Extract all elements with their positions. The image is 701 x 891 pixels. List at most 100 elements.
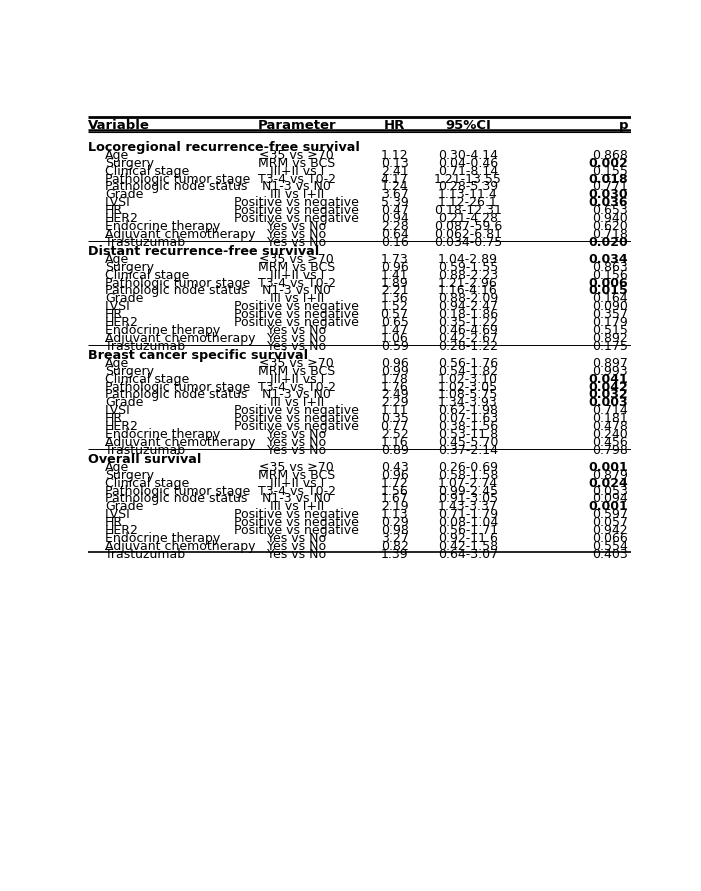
Text: 0.357: 0.357	[592, 308, 628, 321]
Text: 0.179: 0.179	[592, 316, 628, 329]
Text: 0.181: 0.181	[592, 413, 628, 425]
Text: ≤35 vs ≥70: ≤35 vs ≥70	[259, 461, 334, 474]
Text: 0.164: 0.164	[592, 292, 628, 306]
Text: Yes vs No: Yes vs No	[267, 532, 327, 545]
Text: Grade: Grade	[105, 292, 144, 306]
Text: Positive vs negative: Positive vs negative	[234, 413, 359, 425]
Text: 0.597: 0.597	[592, 508, 628, 521]
Text: 1.13: 1.13	[381, 508, 409, 521]
Text: Adjuvant chemotherapy: Adjuvant chemotherapy	[105, 331, 255, 345]
Text: HER2: HER2	[105, 316, 139, 329]
Text: Clinical stage: Clinical stage	[105, 372, 189, 386]
Text: Pathologic tumor stage: Pathologic tumor stage	[105, 276, 250, 290]
Text: 0.175: 0.175	[592, 339, 628, 353]
Text: 1.76: 1.76	[381, 380, 409, 394]
Text: 1.11: 1.11	[381, 405, 409, 417]
Text: 0.53-11.8: 0.53-11.8	[438, 428, 498, 441]
Text: 0.515: 0.515	[592, 324, 628, 337]
Text: 0.99-2.45: 0.99-2.45	[438, 485, 498, 497]
Text: 0.45-5.70: 0.45-5.70	[437, 436, 498, 449]
Text: 0.88-2.09: 0.88-2.09	[438, 292, 498, 306]
Text: 95%CI: 95%CI	[445, 119, 491, 132]
Text: ≤35 vs ≥70: ≤35 vs ≥70	[259, 253, 334, 266]
Text: 0.155: 0.155	[592, 165, 628, 177]
Text: 1.21-2.96: 1.21-2.96	[438, 276, 498, 290]
Text: Parameter: Parameter	[257, 119, 336, 132]
Text: Yes vs No: Yes vs No	[267, 339, 327, 353]
Text: Trastuzumab: Trastuzumab	[105, 548, 185, 560]
Text: Age: Age	[105, 149, 129, 162]
Text: III vs I+II: III vs I+II	[270, 188, 324, 201]
Text: 2.28: 2.28	[381, 220, 409, 233]
Text: Yes vs No: Yes vs No	[267, 540, 327, 552]
Text: Positive vs negative: Positive vs negative	[234, 524, 359, 537]
Text: Trastuzumab: Trastuzumab	[105, 236, 185, 249]
Text: 0.56-1.71: 0.56-1.71	[438, 524, 498, 537]
Text: 0.001: 0.001	[588, 501, 628, 513]
Text: 1.89: 1.89	[381, 276, 409, 290]
Text: Pathologic node status: Pathologic node status	[105, 181, 247, 193]
Text: Positive vs negative: Positive vs negative	[234, 420, 359, 433]
Text: 0.98: 0.98	[381, 524, 409, 537]
Text: 0.002: 0.002	[588, 157, 628, 170]
Text: III+II vs I: III+II vs I	[270, 165, 324, 177]
Text: HR: HR	[105, 413, 123, 425]
Text: 2.49: 2.49	[381, 388, 409, 402]
Text: 1.24: 1.24	[381, 181, 409, 193]
Text: 0.64: 0.64	[381, 228, 409, 241]
Text: LVSI: LVSI	[105, 196, 131, 209]
Text: 1.21-13.55: 1.21-13.55	[434, 173, 502, 185]
Text: 0.090: 0.090	[592, 300, 628, 314]
Text: 0.96: 0.96	[381, 357, 409, 370]
Text: 1.47: 1.47	[381, 324, 409, 337]
Text: T3-4 vs T0-2: T3-4 vs T0-2	[258, 173, 336, 185]
Text: 0.034-0.75: 0.034-0.75	[434, 236, 502, 249]
Text: 1.13-11.4: 1.13-11.4	[438, 188, 498, 201]
Text: 2.29: 2.29	[381, 396, 409, 409]
Text: 1.39: 1.39	[381, 548, 409, 560]
Text: 1.56: 1.56	[381, 485, 409, 497]
Text: Grade: Grade	[105, 396, 144, 409]
Text: 0.006: 0.006	[589, 276, 628, 290]
Text: Adjuvant chemotherapy: Adjuvant chemotherapy	[105, 436, 255, 449]
Text: 0.47: 0.47	[381, 204, 409, 217]
Text: 0.04-0.46: 0.04-0.46	[438, 157, 498, 170]
Text: 0.37-2.14: 0.37-2.14	[438, 444, 498, 457]
Text: 1.06: 1.06	[381, 331, 409, 345]
Text: 0.07-1.63: 0.07-1.63	[438, 413, 498, 425]
Text: Positive vs negative: Positive vs negative	[234, 308, 359, 321]
Text: 0.863: 0.863	[592, 261, 628, 274]
Text: 1.02-3.10: 1.02-3.10	[438, 372, 498, 386]
Text: 0.897: 0.897	[592, 357, 628, 370]
Text: 1.52: 1.52	[381, 300, 409, 314]
Text: HR: HR	[384, 119, 405, 132]
Text: Surgery: Surgery	[105, 261, 154, 274]
Text: 0.18-1.86: 0.18-1.86	[438, 308, 498, 321]
Text: 0.94: 0.94	[381, 212, 409, 225]
Text: Pathologic node status: Pathologic node status	[105, 493, 247, 505]
Text: Pathologic node status: Pathologic node status	[105, 388, 247, 402]
Text: HER2: HER2	[105, 420, 139, 433]
Text: Age: Age	[105, 357, 129, 370]
Text: 0.43: 0.43	[381, 461, 409, 474]
Text: Positive vs negative: Positive vs negative	[234, 300, 359, 314]
Text: 0.13: 0.13	[381, 157, 409, 170]
Text: Clinical stage: Clinical stage	[105, 165, 189, 177]
Text: III+II vs I: III+II vs I	[270, 477, 324, 490]
Text: Surgery: Surgery	[105, 364, 154, 378]
Text: Pathologic node status: Pathologic node status	[105, 284, 247, 298]
Text: Breast cancer specific survival: Breast cancer specific survival	[88, 348, 308, 362]
Text: 0.28-1.22: 0.28-1.22	[438, 339, 498, 353]
Text: 0.71-8.14: 0.71-8.14	[438, 165, 498, 177]
Text: Age: Age	[105, 253, 129, 266]
Text: 0.77: 0.77	[381, 420, 409, 433]
Text: 0.28-5.39: 0.28-5.39	[438, 181, 498, 193]
Text: HER2: HER2	[105, 524, 139, 537]
Text: 0.053: 0.053	[592, 485, 628, 497]
Text: Yes vs No: Yes vs No	[267, 236, 327, 249]
Text: N1-3 vs N0: N1-3 vs N0	[262, 493, 332, 505]
Text: 0.456: 0.456	[592, 436, 628, 449]
Text: 0.020: 0.020	[588, 236, 628, 249]
Text: N1-3 vs N0: N1-3 vs N0	[262, 388, 332, 402]
Text: 0.879: 0.879	[592, 469, 628, 482]
